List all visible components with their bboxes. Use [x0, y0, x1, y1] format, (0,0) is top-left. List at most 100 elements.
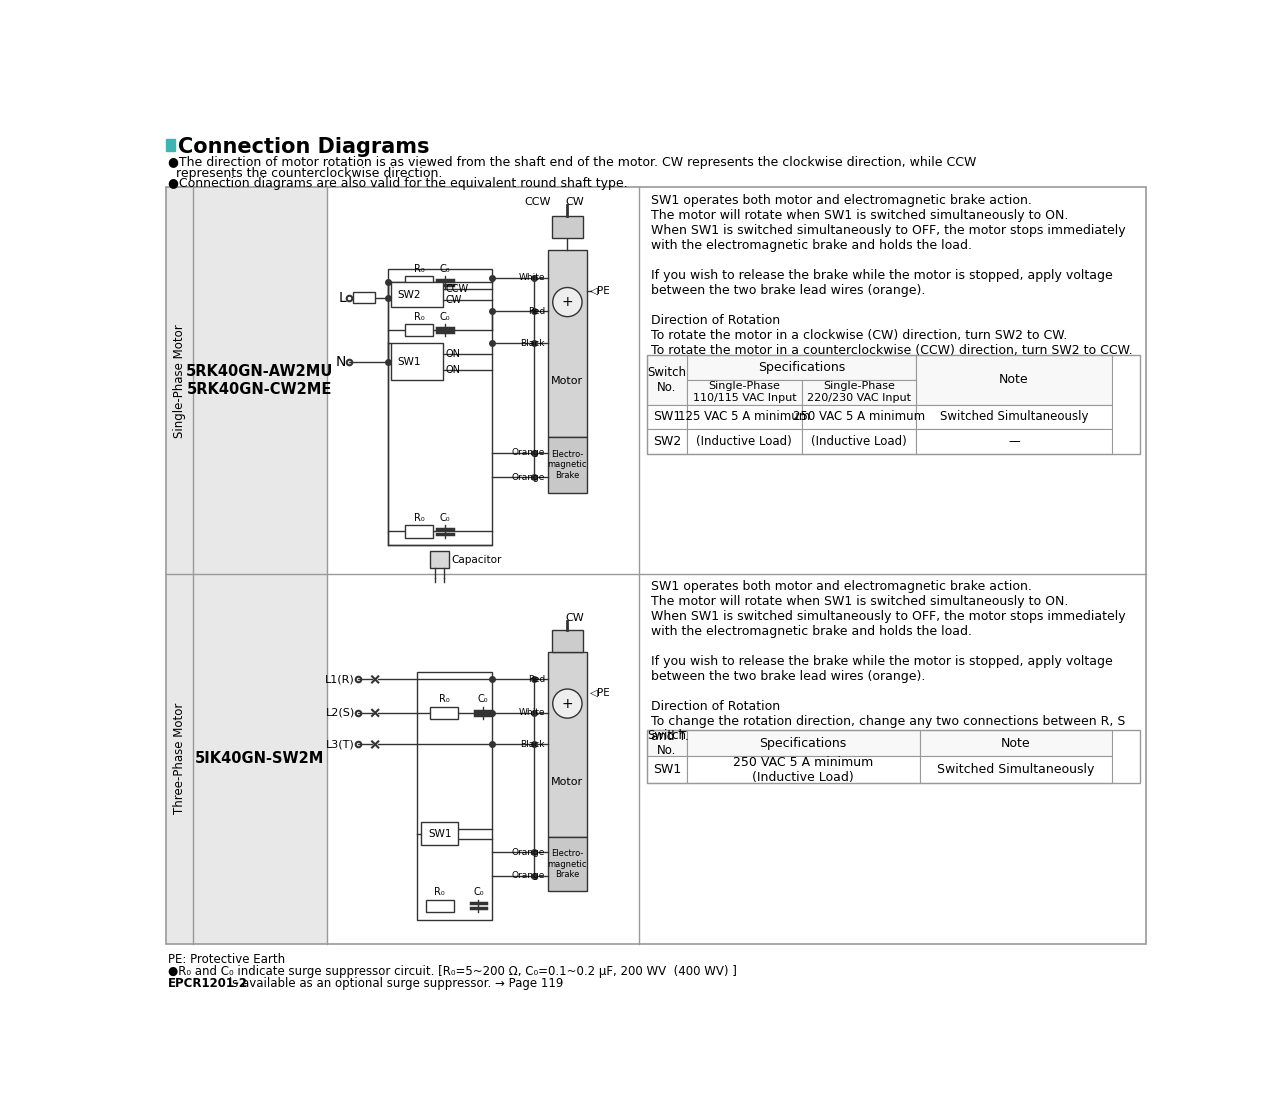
Text: ◁PE: ◁PE	[590, 687, 611, 697]
Bar	[646, 756, 687, 782]
Bar	[166, 139, 175, 151]
Text: Connection Diagrams: Connection Diagrams	[178, 138, 429, 158]
Text: SW1: SW1	[653, 763, 681, 777]
Text: R₀: R₀	[434, 887, 445, 897]
Text: SW1: SW1	[653, 411, 681, 423]
Text: 250 VAC 5 A minimum
(Inductive Load): 250 VAC 5 A minimum (Inductive Load)	[733, 755, 873, 783]
Bar	[916, 430, 1112, 454]
Bar	[430, 707, 458, 720]
Text: Single-Phase
220/230 VAC Input: Single-Phase 220/230 VAC Input	[808, 382, 911, 403]
Bar	[687, 355, 916, 380]
Text: Switch
No.: Switch No.	[648, 730, 686, 758]
Text: SW2: SW2	[397, 290, 421, 300]
Text: R₀: R₀	[413, 264, 425, 274]
Circle shape	[553, 288, 582, 317]
Text: CW: CW	[566, 197, 585, 207]
Bar	[919, 731, 1112, 756]
Text: (Inductive Load): (Inductive Load)	[812, 435, 908, 448]
Text: ●R₀ and C₀ indicate surge suppressor circuit. [R₀=5~200 Ω, C₀=0.1~0.2 μF, 200 WV: ●R₀ and C₀ indicate surge suppressor cir…	[168, 965, 736, 978]
Text: Black: Black	[521, 339, 545, 348]
Bar	[646, 731, 687, 756]
Text: SW1: SW1	[397, 357, 421, 367]
Text: Three-Phase Motor: Three-Phase Motor	[173, 703, 186, 815]
Text: (Inductive Load): (Inductive Load)	[696, 435, 792, 448]
Bar	[548, 651, 586, 837]
Bar	[404, 325, 433, 337]
Text: ◁PE: ◁PE	[590, 285, 611, 295]
Text: Electro-
magnetic
Brake: Electro- magnetic Brake	[548, 450, 588, 480]
Text: Note: Note	[1000, 374, 1029, 386]
Text: L1(R): L1(R)	[325, 675, 355, 685]
Text: SW1 operates both motor and electromagnetic brake action.
The motor will rotate : SW1 operates both motor and electromagne…	[650, 580, 1125, 743]
Bar	[552, 630, 582, 651]
Text: Switched Simultaneously: Switched Simultaneously	[940, 411, 1088, 423]
Text: R₀: R₀	[413, 513, 425, 523]
Text: Specifications: Specifications	[759, 736, 847, 750]
Bar	[430, 552, 449, 568]
Text: C₀: C₀	[477, 695, 488, 704]
Bar	[404, 525, 433, 537]
Text: PE: Protective Earth: PE: Protective Earth	[168, 952, 285, 966]
Text: —: —	[1009, 435, 1020, 448]
Text: N: N	[335, 355, 346, 368]
Text: Motor: Motor	[552, 376, 584, 386]
Text: ●The direction of motor rotation is as viewed from the shaft end of the motor. C: ●The direction of motor rotation is as v…	[168, 156, 977, 169]
Bar	[390, 344, 443, 380]
Bar	[646, 731, 1139, 782]
Bar	[548, 250, 586, 436]
Text: Capacitor: Capacitor	[452, 555, 502, 565]
Text: L3(T): L3(T)	[326, 740, 355, 750]
Bar	[166, 187, 326, 943]
Text: C₀: C₀	[439, 264, 451, 274]
Text: White: White	[518, 273, 545, 282]
Text: SW1 operates both motor and electromagnetic brake action.
The motor will rotate : SW1 operates both motor and electromagne…	[650, 194, 1133, 357]
Bar	[421, 822, 458, 845]
Bar	[166, 187, 1146, 943]
Text: SW1: SW1	[429, 829, 452, 838]
Text: L2(S): L2(S)	[326, 708, 355, 718]
Text: Black: Black	[521, 740, 545, 749]
Text: Red: Red	[527, 307, 545, 316]
Text: Orange: Orange	[512, 472, 545, 481]
Text: Orange: Orange	[512, 848, 545, 857]
Text: Switch
No.: Switch No.	[648, 366, 686, 394]
Text: EPCR1201-2: EPCR1201-2	[168, 977, 248, 990]
Bar	[646, 355, 1139, 454]
Text: Red: Red	[527, 675, 545, 684]
Bar	[801, 430, 916, 454]
Bar	[687, 731, 919, 756]
Bar	[390, 282, 443, 307]
Text: Electro-
magnetic
Brake: Electro- magnetic Brake	[548, 849, 588, 880]
Bar	[687, 430, 801, 454]
Text: Orange: Orange	[512, 872, 545, 881]
Bar	[801, 380, 916, 405]
Bar	[646, 405, 687, 430]
Text: Switched Simultaneously: Switched Simultaneously	[937, 763, 1094, 777]
Text: 5RK40GN-AW2MU: 5RK40GN-AW2MU	[186, 364, 333, 379]
Text: Orange: Orange	[512, 448, 545, 457]
Text: R₀: R₀	[413, 312, 425, 321]
Bar	[326, 187, 1146, 943]
Bar	[417, 671, 492, 920]
Text: Specifications: Specifications	[758, 361, 845, 374]
Text: +: +	[562, 295, 573, 309]
Bar	[353, 292, 375, 303]
Circle shape	[553, 689, 582, 718]
Bar	[916, 405, 1112, 430]
Bar	[687, 405, 801, 430]
Bar	[404, 276, 433, 289]
Text: White: White	[518, 708, 545, 717]
Bar	[548, 837, 586, 891]
Text: CCW: CCW	[525, 197, 552, 207]
Text: Single-Phase
110/115 VAC Input: Single-Phase 110/115 VAC Input	[692, 382, 796, 403]
Text: CW: CW	[445, 295, 462, 305]
Bar	[687, 380, 801, 405]
Text: ON: ON	[445, 365, 461, 375]
Text: Note: Note	[1001, 736, 1030, 750]
Text: is available as an optional surge suppressor. → Page 119: is available as an optional surge suppre…	[225, 977, 563, 990]
Text: R₀: R₀	[439, 695, 449, 704]
Bar	[646, 355, 687, 405]
Text: 250 VAC 5 A minimum: 250 VAC 5 A minimum	[794, 411, 925, 423]
Text: C₀: C₀	[439, 312, 451, 321]
Text: 125 VAC 5 A minimum: 125 VAC 5 A minimum	[678, 411, 810, 423]
